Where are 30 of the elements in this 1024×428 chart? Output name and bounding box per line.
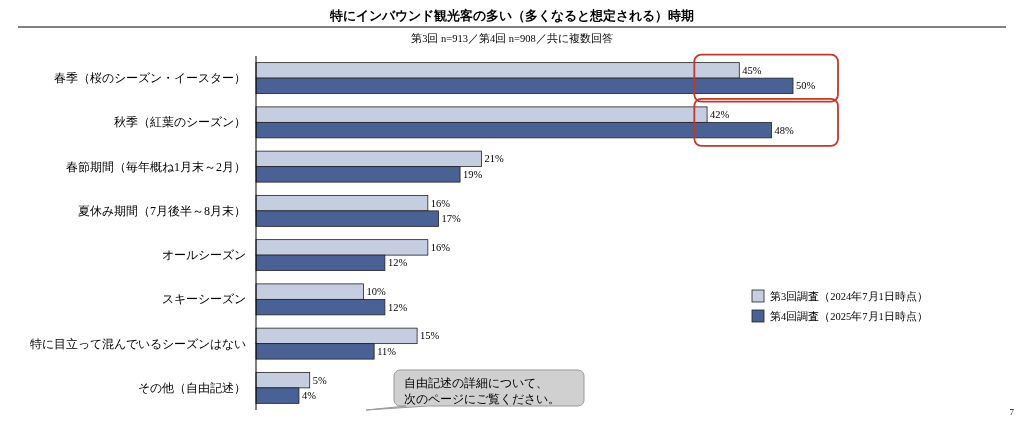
data-label: 11% xyxy=(377,345,397,357)
y-tick-label: オールシーズン xyxy=(162,248,246,263)
y-tick-label: 春節期間（毎年概ね1月末～2月） xyxy=(66,159,246,174)
data-label: 12% xyxy=(387,301,408,313)
data-label: 21% xyxy=(484,153,505,165)
data-label: 16% xyxy=(430,241,451,253)
y-tick-label: 春季（桜のシーズン・イースター） xyxy=(54,71,246,86)
data-label: 42% xyxy=(710,109,730,121)
data-label: 50% xyxy=(796,80,816,92)
y-tick-label: 秋季（紅葉のシーズン） xyxy=(114,115,246,130)
chart-title: 特にインバウンド観光客の多い（多くなると想定される）時期 xyxy=(329,8,694,23)
data-label: 15% xyxy=(420,330,440,342)
annotation: 自由記述の詳細について、次のページにご覧ください。 xyxy=(404,376,560,406)
data-label: 17% xyxy=(441,213,462,225)
data-label: 10% xyxy=(366,286,386,298)
data-label: 16% xyxy=(430,197,451,209)
legend-label: 第3回調査（2024年7月1日時点） xyxy=(770,289,928,302)
data-label: 48% xyxy=(774,124,795,136)
text: 7 xyxy=(1009,407,1015,417)
data-label: 5% xyxy=(312,374,327,386)
chart-subtitle: 第3回 n=913／第4回 n=908／共に複数回答 xyxy=(411,32,613,44)
y-tick-label: 夏休み期間（7月後半～8月末） xyxy=(78,203,246,218)
data-label: 45% xyxy=(742,64,762,76)
legend-label: 第4回調査（2025年7月1日時点） xyxy=(770,309,928,322)
y-tick-label: 特に目立って混んでいるシーズンはない xyxy=(30,336,246,351)
y-tick-label: その他（自由記述） xyxy=(138,380,246,395)
data-label: 12% xyxy=(387,257,408,269)
y-tick-label: スキーシーズン xyxy=(162,292,246,307)
data-label: 19% xyxy=(463,168,483,180)
data-label: 4% xyxy=(301,390,317,402)
